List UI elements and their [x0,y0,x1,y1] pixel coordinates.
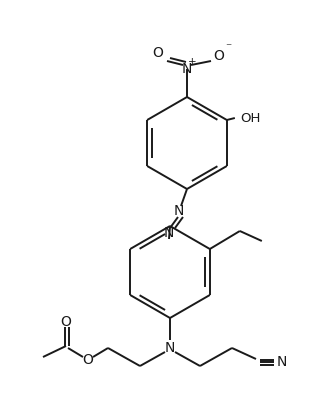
Text: ⁻: ⁻ [225,41,231,54]
Text: O: O [152,46,163,60]
Text: O: O [83,353,93,367]
Text: N: N [165,341,175,355]
Text: OH: OH [241,112,261,125]
Text: O: O [61,315,71,329]
Text: N: N [182,62,192,76]
Text: N: N [277,355,287,369]
Text: N: N [164,226,174,240]
Text: O: O [214,49,224,63]
Text: N: N [174,204,184,218]
Text: +: + [188,57,196,67]
